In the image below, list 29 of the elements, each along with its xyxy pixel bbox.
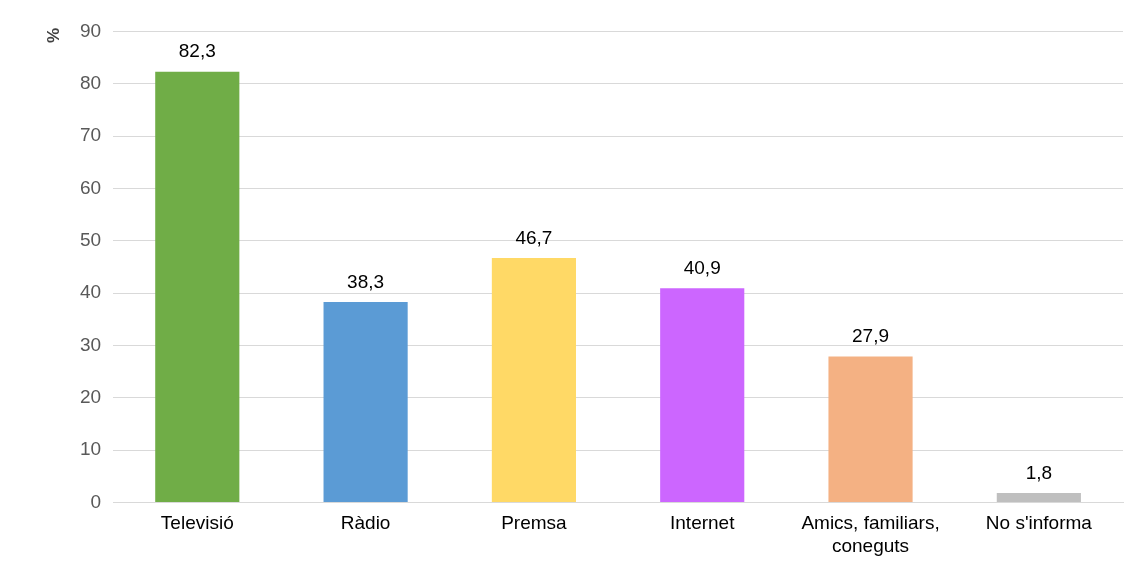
bar [660, 288, 745, 502]
data-label: 82,3 [178, 40, 216, 62]
y-tick-label: 60 [79, 176, 102, 198]
y-tick-label: 70 [79, 124, 102, 146]
bar [155, 71, 240, 502]
y-tick-label: 50 [79, 228, 102, 250]
x-tick-label: Ràdio [340, 512, 391, 534]
x-tick-label: Internet [670, 512, 736, 534]
bar [828, 356, 913, 502]
data-label: 38,3 [347, 270, 385, 292]
y-tick-label: 90 [79, 19, 102, 41]
y-tick-label: 0 [90, 490, 102, 512]
x-tick-label: Amics, familiars, coneguts [801, 512, 940, 556]
data-label: 46,7 [515, 226, 553, 248]
y-tick-label: 10 [79, 438, 102, 460]
bar [996, 492, 1081, 502]
data-label: 27,9 [852, 325, 890, 347]
data-label: 40,9 [683, 257, 721, 279]
y-tick-label: 40 [79, 281, 102, 303]
y-tick-label: 80 [79, 71, 102, 93]
y-axis-title: % [43, 27, 63, 43]
y-tick-label: 20 [79, 385, 102, 407]
x-tick-label: Premsa [501, 512, 568, 534]
x-tick-label: Televisió [160, 512, 234, 534]
y-tick-label: 30 [79, 333, 102, 355]
x-tick-label: No s'informa [985, 512, 1093, 534]
data-label: 1,8 [1025, 461, 1053, 483]
bar [323, 301, 408, 502]
bar [491, 258, 576, 502]
